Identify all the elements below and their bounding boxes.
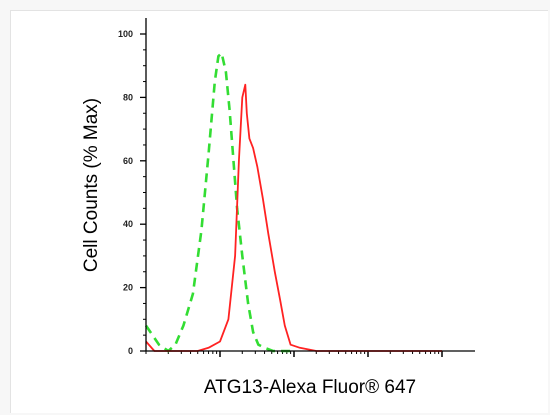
y-tick-label: 100 bbox=[118, 29, 133, 39]
series-line-solid bbox=[145, 83, 442, 352]
y-tick-label: 80 bbox=[123, 92, 133, 102]
y-tick-label: 40 bbox=[123, 219, 133, 229]
y-tick-label: 60 bbox=[123, 156, 133, 166]
axis-ticks: 0 20 40 60 80 100 bbox=[118, 29, 443, 357]
y-tick-label: 0 bbox=[128, 346, 133, 356]
x-axis-title: ATG13-Alexa Fluor® 647 bbox=[204, 377, 416, 398]
series-layer bbox=[144, 51, 442, 353]
chart-frame bbox=[10, 10, 548, 413]
y-tick-label: 20 bbox=[123, 283, 133, 293]
series-line-dashed bbox=[144, 51, 294, 353]
y-axis-title: Cell Counts (% Max) bbox=[81, 98, 102, 272]
